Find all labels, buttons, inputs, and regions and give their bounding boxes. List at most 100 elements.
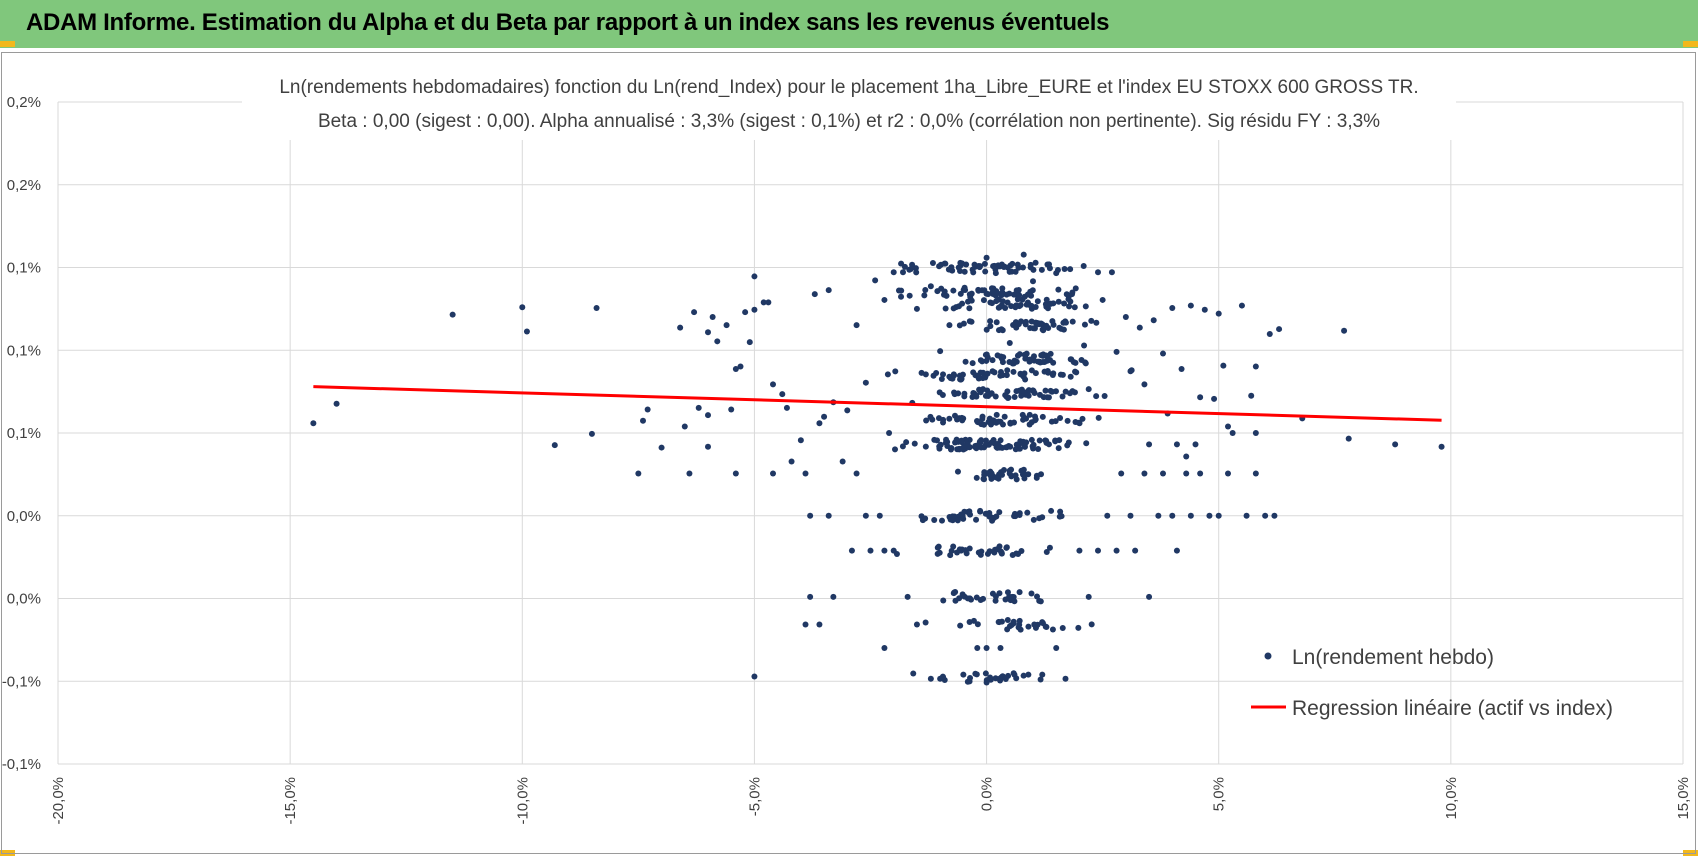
data-point [1066,303,1073,310]
y-tick-label: 0,1% [7,425,41,442]
data-point [1028,367,1035,374]
data-point [970,369,977,376]
data-point [1262,512,1269,519]
data-point [993,319,1000,326]
data-point [677,324,684,331]
data-point [1248,392,1255,399]
data-point [1345,435,1352,442]
data-point [1037,676,1044,683]
data-point [1027,288,1034,295]
data-point [1173,441,1180,448]
data-point [1059,371,1066,378]
data-point [1052,388,1059,395]
data-point [1015,264,1022,271]
data-point [1016,617,1023,624]
data-point [972,670,979,677]
data-point [1160,470,1166,477]
data-point [997,644,1004,651]
data-point [1271,512,1278,519]
data-point [998,292,1005,299]
data-point [681,423,688,430]
data-point [1073,369,1080,376]
data-point [1024,509,1031,516]
corner-marker-top-left [0,41,15,47]
data-point [975,375,982,382]
data-point [957,267,964,274]
data-point [770,470,776,477]
data-point [1146,441,1153,448]
data-point [992,593,999,600]
data-point [886,430,893,436]
data-point [947,445,954,452]
data-point [1022,318,1029,325]
x-tick-label: 5,0% [1211,777,1228,811]
data-point [1031,621,1038,628]
legend-label-regression: Regression linéaire (actif vs index) [1292,697,1613,720]
data-point [982,268,989,275]
data-point [1057,415,1064,422]
data-point [1023,415,1030,422]
data-point [751,273,758,280]
data-point [1052,437,1059,444]
data-point [946,266,953,273]
data-point [1026,411,1033,418]
data-point [964,678,971,685]
data-point [1019,372,1026,379]
x-tick-label: -10,0% [514,777,531,825]
data-point [954,468,961,475]
data-point [1057,508,1064,515]
data-point [1035,358,1042,365]
data-point [1007,419,1014,426]
data-point [929,260,936,267]
data-point [935,415,942,422]
data-point [898,293,905,300]
data-point [644,406,651,413]
data-point [1025,671,1032,678]
data-point [1048,507,1055,514]
data-point [992,474,999,481]
data-point [940,371,947,378]
data-point [1012,472,1019,479]
data-point [970,617,977,624]
data-point [811,291,818,298]
data-point [954,446,961,453]
data-point [1088,317,1095,324]
data-point [1039,413,1046,420]
data-point [973,516,980,523]
data-point [1015,551,1022,558]
data-point [999,372,1006,379]
data-point [982,351,989,358]
data-point [1072,419,1079,426]
data-point [1009,552,1016,559]
data-point [1021,442,1028,449]
data-point [957,259,964,266]
data-point [783,404,790,411]
data-point [1046,265,1053,272]
x-tick-label: -5,0% [746,777,763,816]
x-tick-label: 10,0% [1443,777,1460,820]
data-point [967,511,974,518]
data-point [1044,357,1051,364]
data-point [992,597,999,604]
data-point [825,512,832,519]
regression-line [313,385,1442,422]
data-point [1252,363,1259,370]
y-tick-label: 0,2% [7,177,41,194]
data-point [1035,446,1042,453]
data-point [998,355,1005,362]
data-point [991,514,998,521]
data-point [969,360,976,367]
legend: Ln(rendement hebdo) Regression linéaire … [1251,646,1613,720]
data-point [1136,324,1143,331]
data-point [1003,393,1010,400]
data-point [1118,470,1125,477]
data-point [1211,395,1218,402]
data-point [1093,319,1100,326]
data-point [1015,445,1022,452]
data-point [931,517,938,524]
data-point [1006,339,1013,346]
data-point [981,260,988,267]
data-point [1049,626,1056,633]
data-point [1079,415,1086,422]
data-point [989,289,996,296]
